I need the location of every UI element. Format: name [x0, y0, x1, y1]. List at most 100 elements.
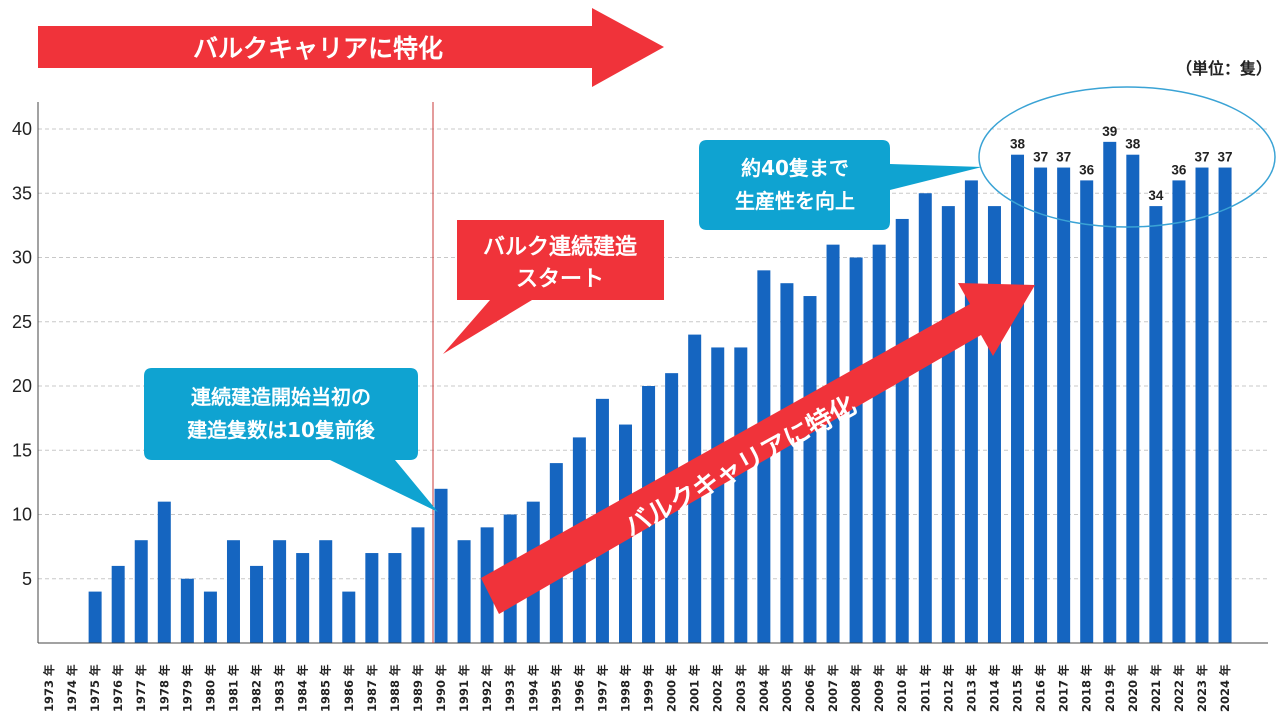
data-label: 37: [1056, 150, 1071, 165]
x-tick-label: 1974 年: [65, 664, 79, 712]
diagonal-arrow-shape: [481, 283, 1035, 614]
x-tick-label: 2003 年: [734, 664, 748, 712]
bar: [941, 206, 955, 643]
x-tick-label: 1990 年: [434, 664, 448, 712]
data-label: 34: [1148, 188, 1164, 203]
x-tick-label: 1997 年: [595, 664, 609, 712]
bar: [226, 540, 240, 643]
bar: [711, 347, 725, 643]
x-tick-label: 2015 年: [1011, 664, 1025, 712]
x-tick-label: 2014 年: [987, 664, 1001, 712]
data-label: 37: [1218, 150, 1233, 165]
bar: [918, 193, 932, 643]
bar: [1218, 167, 1232, 644]
callout-start-line-1: バルク連続建造: [483, 234, 637, 260]
x-tick-label: 2018 年: [1080, 664, 1094, 712]
x-tick-label: 2002 年: [711, 664, 725, 712]
y-tick-label: 25: [12, 312, 32, 332]
x-tick-label: 2004 年: [757, 664, 771, 712]
x-tick-label: 1992 年: [480, 664, 494, 712]
unit-label: （単位：隻）: [1176, 59, 1272, 78]
y-tick-label: 35: [12, 183, 32, 203]
data-label: 37: [1194, 150, 1209, 165]
x-tick-label: 2007 年: [826, 664, 840, 712]
bar: [457, 540, 471, 643]
bar: [434, 488, 448, 643]
callout-start-line-2: スタート: [516, 267, 604, 292]
data-label: 38: [1125, 137, 1141, 152]
x-tick-label: 1981 年: [226, 664, 240, 712]
y-tick-label: 5: [22, 569, 32, 589]
x-axis-labels: 1973 年 1974 年 1975 年 1976 年 1977 年 1978 年 1979…: [42, 664, 1232, 712]
data-label: 39: [1102, 124, 1117, 139]
x-tick-label: 1985 年: [319, 664, 333, 712]
data-labels: 38 37 37 36 39 38 34 36 37 37: [1010, 124, 1233, 203]
bar: [734, 347, 748, 643]
x-tick-label: 2005 年: [780, 664, 794, 712]
bar: [1034, 167, 1048, 644]
x-tick-label: 2016 年: [1034, 664, 1048, 712]
x-tick-label: 1975 年: [88, 664, 102, 712]
callout-recent-line-1: 約40隻まで: [741, 156, 849, 180]
x-tick-label: 1979 年: [180, 664, 194, 712]
bar: [250, 565, 264, 643]
x-tick-label: 1976 年: [111, 664, 125, 712]
x-tick-label: 1980 年: [203, 664, 217, 712]
callout-initial-line-1: 連続建造開始当初の: [191, 385, 371, 409]
bar: [987, 206, 1001, 643]
x-tick-label: 2012 年: [941, 664, 955, 712]
data-label: 37: [1033, 150, 1048, 165]
callout-initial-bubble: [144, 368, 438, 512]
y-tick-label: 40: [12, 119, 32, 139]
x-tick-label: 2011 年: [918, 664, 932, 712]
x-tick-label: 1995 年: [549, 664, 563, 712]
x-tick-label: 2017 年: [1057, 664, 1071, 712]
callout-start: バルク連続建造 スタート: [443, 220, 664, 354]
bar: [411, 527, 425, 643]
x-tick-label: 2006 年: [803, 664, 817, 712]
bar: [180, 578, 194, 643]
bar: [1149, 206, 1163, 643]
bar: [826, 244, 840, 643]
bar: [1126, 154, 1140, 643]
x-tick-label: 1982 年: [250, 664, 264, 712]
x-tick-label: 2009 年: [872, 664, 886, 712]
y-tick-label: 30: [12, 248, 32, 268]
x-tick-label: 2021 年: [1149, 664, 1163, 712]
bar: [88, 591, 102, 643]
callout-recent-bubble: [699, 140, 982, 230]
x-tick-label: 1983 年: [273, 664, 287, 712]
bar: [780, 283, 794, 643]
x-tick-label: 2013 年: [964, 664, 978, 712]
bar: [1172, 180, 1186, 643]
bar: [1080, 180, 1094, 643]
x-tick-label: 1988 年: [388, 664, 402, 712]
bar: [849, 257, 863, 643]
top-banner-arrow: バルクキャリアに特化: [38, 8, 664, 87]
data-label: 36: [1079, 162, 1095, 177]
bar: [157, 501, 171, 643]
x-tick-label: 1986 年: [342, 664, 356, 712]
callout-initial: 連続建造開始当初の 建造隻数は10隻前後: [144, 368, 438, 512]
x-tick-label: 2020 年: [1126, 664, 1140, 712]
bar: [342, 591, 356, 643]
bar: [319, 540, 333, 643]
callout-recent: 約40隻まで 生産性を向上: [699, 140, 982, 230]
bar: [872, 244, 886, 643]
highlight-ellipse: [978, 86, 1276, 228]
y-tick-label: 20: [12, 376, 32, 396]
x-tick-label: 1993 年: [503, 664, 517, 712]
x-tick-label: 1989 年: [411, 664, 425, 712]
banner-arrow-shape: [38, 8, 664, 87]
bar: [111, 565, 125, 643]
x-tick-label: 1998 年: [619, 664, 633, 712]
x-tick-label: 2024 年: [1218, 664, 1232, 712]
x-tick-label: 2008 年: [849, 664, 863, 712]
bar: [203, 591, 217, 643]
data-label: 38: [1010, 137, 1026, 152]
x-tick-label: 2019 年: [1103, 664, 1117, 712]
bar: [365, 553, 379, 643]
data-label: 36: [1171, 162, 1187, 177]
x-tick-label: 1987 年: [365, 664, 379, 712]
